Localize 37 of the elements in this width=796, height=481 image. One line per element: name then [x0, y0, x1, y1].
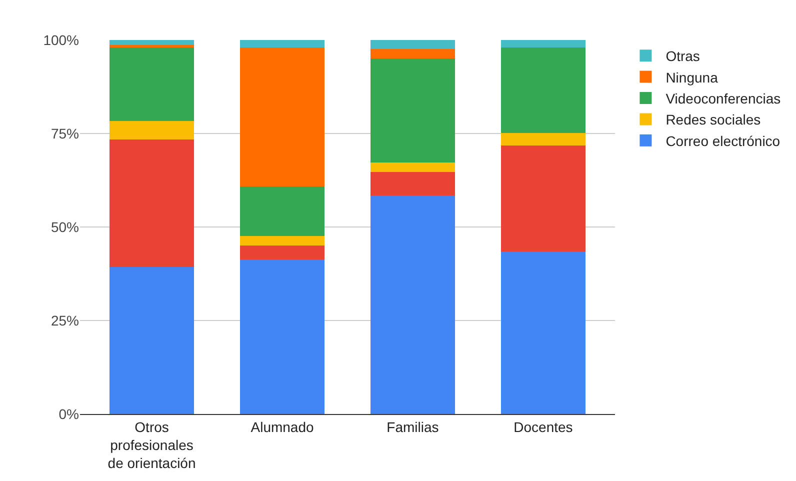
x-tick-label: Familias [386, 418, 439, 435]
bar [109, 267, 194, 414]
y-tick-label: 0% [58, 406, 79, 422]
bar [240, 47, 325, 187]
x-tick-label: Docentes [514, 418, 573, 435]
bar [109, 139, 194, 268]
bar [500, 47, 586, 133]
y-tick-label: 100% [43, 32, 79, 48]
bar [370, 172, 456, 196]
bar [109, 120, 194, 140]
bar [240, 260, 325, 414]
bar [370, 40, 456, 49]
y-tick-label: 25% [50, 312, 79, 328]
bar [240, 245, 325, 260]
bar [370, 162, 456, 172]
y-tick-label: 75% [50, 125, 79, 142]
bar [109, 44, 194, 48]
bar [240, 186, 325, 236]
bar [500, 251, 586, 414]
legend-label: Videoconferencias [666, 90, 781, 106]
legend-label: Redes sociales [666, 112, 761, 128]
bar [370, 196, 456, 414]
x-tick-label: Otros profesionales de orientación [108, 418, 196, 472]
bar [240, 40, 325, 48]
bar [500, 145, 586, 252]
bar [109, 40, 194, 45]
bar [370, 48, 456, 59]
legend-label: Ninguna [666, 69, 718, 86]
bar [109, 47, 194, 121]
y-tick-label: 50% [50, 218, 79, 235]
bar [240, 236, 325, 246]
x-tick-label: Alumnado [250, 418, 314, 435]
legend-label: Correo electrónico [666, 132, 780, 149]
bar [500, 132, 586, 146]
legend-label: Otras [666, 48, 700, 64]
bar [370, 58, 456, 163]
bar [500, 40, 586, 48]
